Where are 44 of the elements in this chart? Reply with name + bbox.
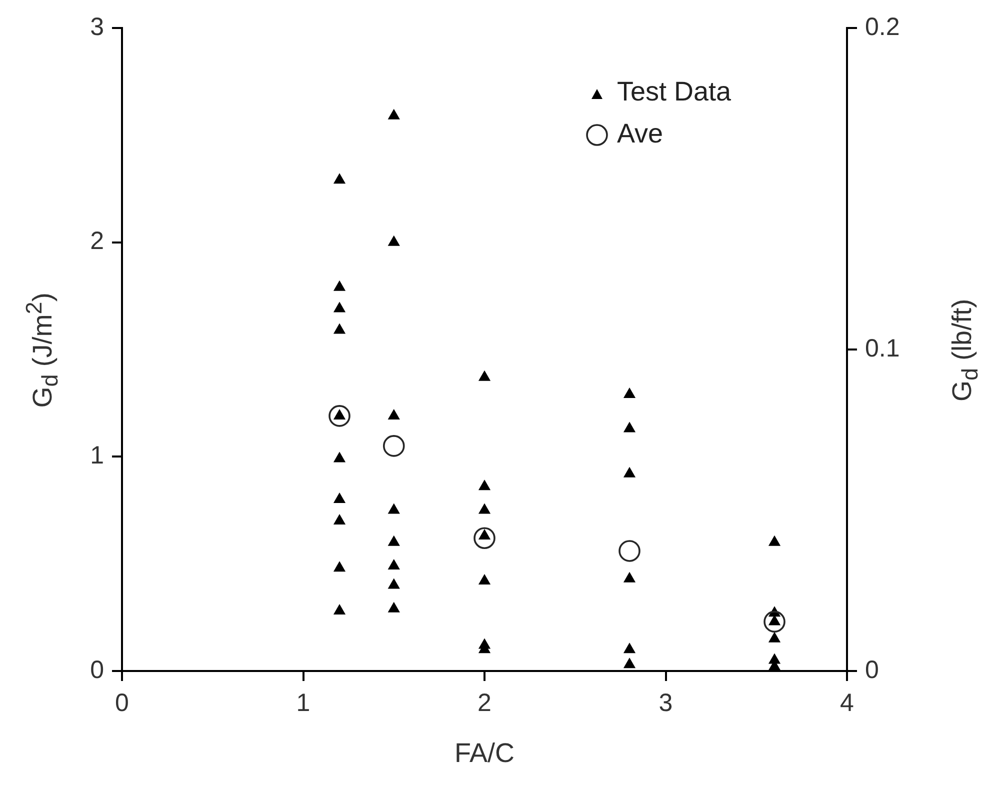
- x-tick-label: 2: [478, 688, 492, 717]
- point: [334, 302, 346, 312]
- point: [334, 604, 346, 614]
- x-axis-title: FA/C: [454, 738, 515, 768]
- point: [388, 559, 400, 570]
- y2-tick-label: 0.2: [865, 12, 900, 41]
- point: [388, 236, 400, 246]
- point: [768, 536, 780, 546]
- point: [334, 514, 346, 524]
- point: [334, 280, 346, 291]
- point: [388, 504, 400, 514]
- point: [388, 602, 400, 612]
- x-tick-label: 4: [840, 688, 854, 717]
- y-tick-label: 3: [90, 12, 104, 41]
- point: [624, 643, 636, 654]
- y2-tick-label: 0: [865, 656, 879, 684]
- x-tick-label: 1: [296, 688, 310, 717]
- point: [478, 480, 490, 490]
- point: [334, 562, 346, 572]
- y-tick-label: 1: [90, 442, 104, 470]
- point: [624, 467, 636, 478]
- point: [334, 493, 346, 504]
- legend-label: Ave: [617, 118, 664, 148]
- point: [334, 324, 346, 334]
- point: [624, 388, 636, 398]
- legend-label: Test Data: [617, 76, 732, 106]
- point: [478, 370, 490, 381]
- point: [624, 658, 636, 668]
- point: [768, 632, 780, 642]
- point: [388, 536, 400, 546]
- point: [334, 452, 346, 462]
- x-tick-label: 3: [658, 688, 673, 717]
- point: [478, 504, 490, 514]
- point: [388, 109, 400, 120]
- point: [388, 578, 400, 589]
- y2-tick-label: 0.1: [865, 334, 900, 362]
- point: [624, 572, 636, 582]
- y-tick-label: 0: [90, 656, 104, 684]
- point: [478, 574, 490, 584]
- x-tick-label: 0: [115, 688, 129, 717]
- point: [388, 409, 400, 420]
- y-tick-label: 2: [90, 227, 104, 256]
- point: [334, 174, 346, 184]
- point: [624, 422, 636, 432]
